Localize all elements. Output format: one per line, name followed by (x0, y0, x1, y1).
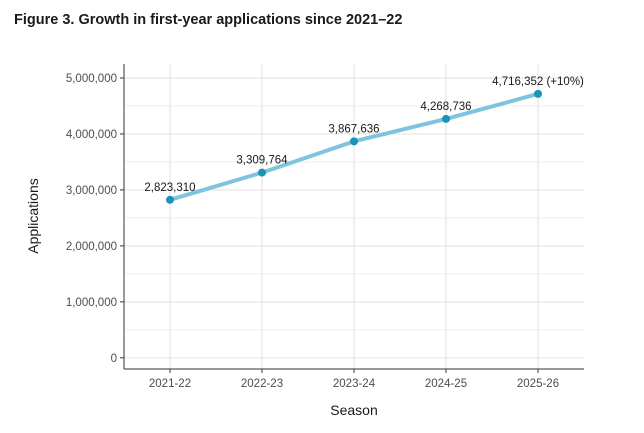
data-point (534, 89, 542, 98)
y-tick-label: 1,000,000 (66, 297, 117, 309)
series-applications: 2,823,310 3,309,764 3,867,636 4,268,736 4,71… (144, 76, 584, 204)
x-tick-label: 2023-24 (333, 378, 376, 390)
x-tick-label: 2022-23 (241, 378, 283, 390)
x-tick-label: 2024-25 (425, 378, 467, 390)
y-tick-label: 5,000,000 (66, 73, 117, 85)
y-tick-label: 3,000,000 (66, 185, 117, 197)
data-point (258, 168, 266, 177)
data-label: 4,268,736 (420, 101, 471, 113)
data-label: 3,867,636 (328, 123, 379, 135)
x-axis-title: Season (330, 402, 377, 418)
y-tick-label: 2,000,000 (66, 241, 117, 253)
data-label: 3,309,764 (236, 155, 288, 167)
data-label: 4,716,352 (+10%) (492, 76, 584, 88)
data-point (166, 195, 174, 204)
data-point (442, 114, 450, 123)
y-axis: 0 1,000,000 2,000,000 3,000,000 4,000,000 5,0… (66, 64, 125, 369)
x-axis: 2021-22 2022-23 2023-24 2024-25 2025-26 (124, 368, 584, 390)
figure-title: Figure 3. Growth in first-year applicati… (14, 12, 403, 28)
y-axis-title: Applications (25, 178, 41, 254)
x-tick-label: 2021-22 (149, 378, 191, 390)
y-tick-label: 0 (111, 353, 117, 365)
x-tick-label: 2025-26 (517, 378, 559, 390)
data-label: 2,823,310 (144, 182, 195, 194)
y-tick-label: 4,000,000 (66, 129, 117, 141)
data-point (350, 137, 358, 146)
